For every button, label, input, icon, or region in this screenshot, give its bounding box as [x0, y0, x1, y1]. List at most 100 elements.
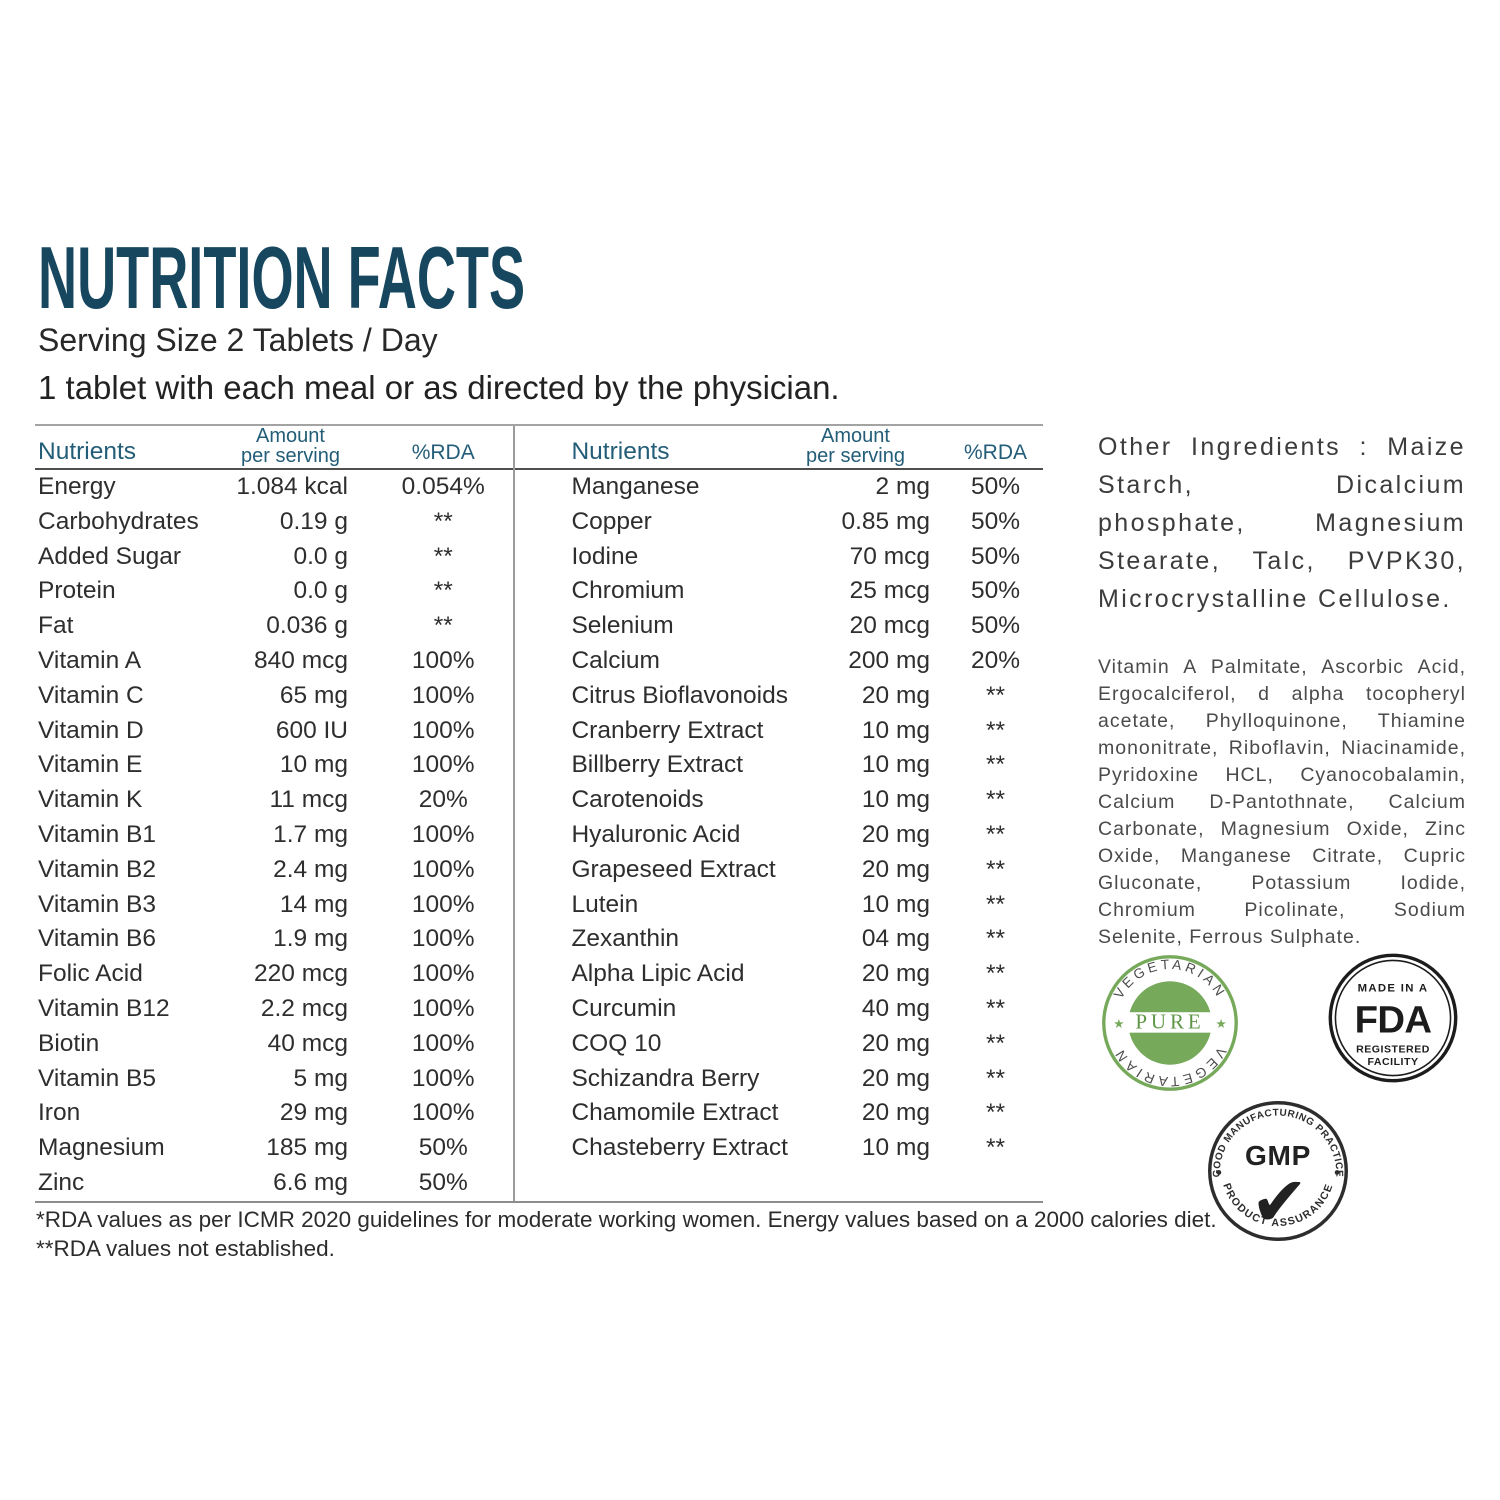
cell-name: Alpha Lipic Acid [571, 960, 745, 988]
cell-name: Zexanthin [571, 925, 680, 953]
cell-name: Protein [38, 577, 116, 605]
dot-separator [1216, 1170, 1222, 1175]
table-row: Energy 1.084 kcal 0.054% [35, 470, 513, 505]
badge-outer-ring [1328, 953, 1458, 1083]
cell-amount: 1.9 mg [273, 925, 348, 953]
table-body-right: Manganese 2 mg 50% Copper 0.85 mg 50% Iodine 70… [515, 470, 1043, 1166]
cell-rda: 100% [411, 646, 475, 674]
gmp-label: GMP [1245, 1140, 1311, 1171]
cell-rda: ** [985, 1099, 1006, 1127]
cell-rda: 100% [411, 716, 475, 744]
cell-name: Calcium [571, 646, 660, 674]
cell-rda: ** [433, 612, 453, 640]
header-amount-line1: Amount [821, 425, 890, 447]
cell-name: Chasteberry Extract [571, 1134, 788, 1162]
cell-amount: 10 mg [861, 751, 930, 779]
table-row: Carotenoids 10 mg ** [515, 783, 1043, 818]
header-amount-line2: per serving [806, 445, 905, 467]
header-nutrients: Nutrients [38, 438, 137, 465]
table-header-row: Nutrients Amount per serving %RDA [35, 426, 514, 470]
cell-amount: 10 mg [279, 751, 348, 779]
table-row: Iodine 70 mcg 50% [515, 540, 1043, 575]
table-row: Vitamin A 840 mcg 100% [35, 644, 513, 679]
cell-name: Cranberry Extract [571, 716, 764, 744]
cell-name: Iron [38, 1099, 81, 1127]
cell-amount: 2 mg [875, 473, 930, 500]
cell-amount: 10 mg [861, 1134, 930, 1162]
cell-name: Chamomile Extract [571, 1099, 779, 1127]
vegetarian-pure-badge: VEGETARIAN VEGETARIAN ★ ★ PURE [1102, 955, 1238, 1091]
page-title: NUTRITION FACTS [38, 228, 526, 327]
cell-amount: 1.084 kcal [236, 473, 348, 500]
cell-name: Manganese [571, 473, 700, 500]
table-row: Vitamin B12 2.2 mcg 100% [35, 992, 513, 1027]
cell-amount: 200 mg [848, 646, 930, 674]
cell-amount: 70 mcg [849, 542, 930, 570]
cell-amount: 0.19 g [279, 507, 348, 535]
cell-rda: ** [985, 751, 1006, 779]
header-rda: %RDA [963, 441, 1027, 464]
cell-rda: ** [985, 890, 1006, 918]
table-row: Chromium 25 mcg 50% [515, 574, 1043, 609]
cell-name: Vitamin B12 [38, 994, 170, 1022]
cell-name: Schizandra Berry [571, 1064, 760, 1092]
cell-rda: ** [985, 994, 1006, 1022]
table-row: Hyaluronic Acid 20 mg ** [515, 818, 1043, 853]
table-header-row: Nutrients Amount per serving %RDA [515, 426, 1043, 470]
cell-name: Lutein [571, 890, 639, 918]
table-row: Vitamin D 600 IU 100% [35, 714, 513, 749]
cell-amount: 20 mcg [849, 612, 930, 640]
table-row: Fat 0.036 g ** [35, 609, 513, 644]
cell-rda: 50% [970, 542, 1021, 570]
cell-amount: 20 mg [861, 820, 930, 848]
cell-rda: ** [433, 507, 453, 535]
cell-name: Folic Acid [38, 960, 143, 988]
header-amount-per-serving: Amount per serving [233, 426, 373, 466]
cell-name: Billberry Extract [571, 751, 744, 779]
cell-amount: 220 mcg [254, 960, 348, 988]
gmp-badge: GOOD MANUFACTURING PRACTICE PRODUCT ASSU… [1208, 1101, 1348, 1243]
cell-name: Chromium [571, 577, 685, 605]
cell-rda: ** [985, 820, 1006, 848]
cell-name: Vitamin B5 [38, 1064, 157, 1092]
table-row: Biotin 40 mcg 100% [35, 1027, 513, 1062]
table-row: Vitamin E 10 mg 100% [35, 748, 513, 783]
footnote-rda-not-established: **RDA values not established. [36, 1236, 335, 1261]
header-amount-per-serving: Amount per serving [788, 426, 948, 466]
fda-registered-badge: MADE IN A FDA REGISTERED FACILITY [1328, 953, 1458, 1083]
cell-amount: 11 mcg [269, 786, 348, 814]
table-row: Vitamin K 11 mcg 20% [35, 783, 513, 818]
cell-amount: 40 mcg [267, 1029, 348, 1057]
table-row: Cranberry Extract 10 mg ** [515, 714, 1043, 749]
cell-amount: 2.2 mcg [260, 994, 348, 1022]
cell-amount: 1.7 mg [273, 820, 348, 848]
cell-name: Fat [38, 612, 74, 640]
cell-name: Vitamin K [38, 786, 143, 814]
cell-amount: 04 mg [861, 925, 930, 953]
cell-name: Selenium [571, 612, 674, 640]
cell-amount: 0.85 mg [841, 507, 930, 535]
table-row: Vitamin B2 2.4 mg 100% [35, 853, 513, 888]
cell-amount: 2.4 mg [273, 855, 348, 883]
cell-name: Grapeseed Extract [571, 855, 776, 883]
cell-amount: 10 mg [861, 890, 930, 918]
star-icon: ★ [1113, 1017, 1124, 1031]
cell-rda: 20% [970, 646, 1021, 674]
table-row: Protein 0.0 g ** [35, 574, 513, 609]
cell-rda: ** [985, 716, 1006, 744]
cell-amount: 65 mg [279, 681, 348, 709]
cell-name: Citrus Bioflavonoids [571, 681, 788, 709]
table-row: Vitamin B5 5 mg 100% [35, 1062, 513, 1097]
table-row: COQ 10 20 mg ** [515, 1027, 1043, 1062]
cell-amount: 29 mg [279, 1099, 348, 1127]
cell-amount: 20 mg [861, 960, 930, 988]
cell-amount: 0.0 g [293, 542, 349, 570]
cell-rda: 100% [411, 1029, 475, 1057]
cell-name: Vitamin A [38, 646, 142, 674]
cell-rda: 50% [970, 612, 1021, 640]
cell-amount: 0.036 g [266, 612, 348, 640]
table-row: Carbohydrates 0.19 g ** [35, 505, 513, 540]
serving-size-text: Serving Size 2 Tablets / Day [38, 322, 438, 358]
header-rda: %RDA [411, 441, 475, 464]
cell-rda: ** [985, 1064, 1006, 1092]
